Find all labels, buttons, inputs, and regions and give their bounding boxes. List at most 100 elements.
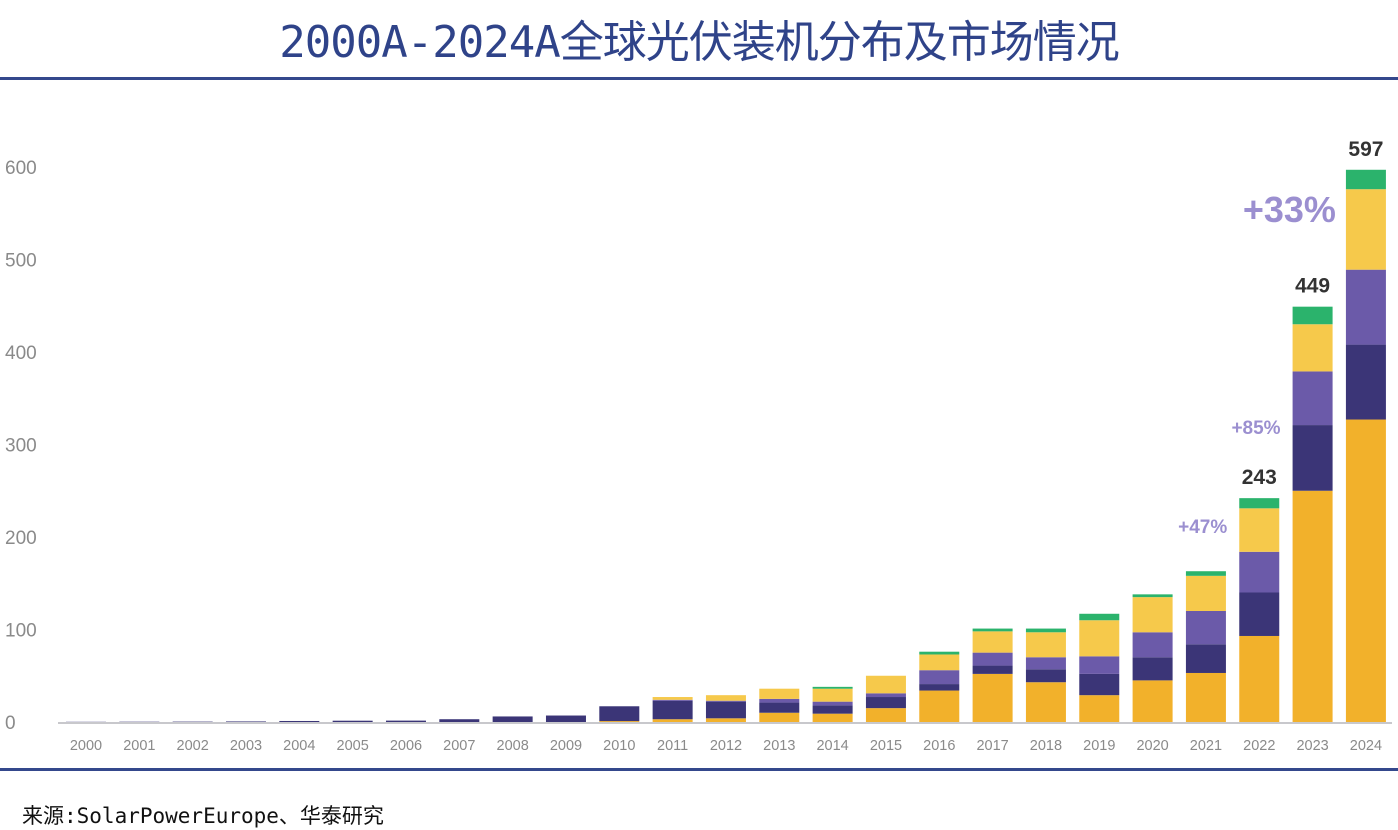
x-tick-label: 2002 xyxy=(177,738,209,754)
x-tick-label: 2012 xyxy=(710,738,742,754)
bar-segment-2019-s1 xyxy=(1079,673,1120,696)
x-tick-label: 2003 xyxy=(230,738,262,754)
total-label-2022: 243 xyxy=(1242,466,1277,489)
bar-segment-2011-s1 xyxy=(652,700,693,720)
x-tick-label: 2017 xyxy=(976,738,1008,754)
bar-segment-2019-s3 xyxy=(1079,620,1120,657)
x-tick-label: 2004 xyxy=(283,738,315,754)
source-note: 来源:SolarPowerEurope、华泰研究 xyxy=(22,804,384,828)
bar-segment-2022-s1 xyxy=(1239,592,1280,636)
x-tick-label: 2001 xyxy=(123,738,155,754)
bar-segment-2020-s3 xyxy=(1132,597,1173,633)
bar-segment-2024-s3 xyxy=(1345,189,1386,270)
bar-segment-2016-s0 xyxy=(919,690,960,722)
x-axis: 2000 2001 2002 2003 2004 2005 2006 2007 2008 2009… xyxy=(70,738,1382,754)
bar-segment-2022-s0 xyxy=(1239,635,1280,722)
bar-segment-2022-s2 xyxy=(1239,551,1280,593)
bar-segment-2017-s4 xyxy=(972,628,1013,632)
x-tick-label: 2020 xyxy=(1136,738,1168,754)
bar-segment-2020-s4 xyxy=(1132,594,1173,598)
bar-segment-2014-s4 xyxy=(812,686,853,689)
chart-title: 2000A-2024A全球光伏装机分布及市场情况 xyxy=(279,17,1119,68)
bar-segment-2022-s4 xyxy=(1239,498,1280,509)
x-tick-label: 2019 xyxy=(1083,738,1115,754)
title-divider xyxy=(0,77,1398,80)
data-labels: 243 449 597 +47% +85% +33% xyxy=(1178,138,1383,538)
bar-segment-2013-s2 xyxy=(759,698,800,703)
x-tick-label: 2011 xyxy=(657,738,688,754)
bar-segment-2024-s1 xyxy=(1345,344,1386,420)
bar-segment-2023-s0 xyxy=(1292,490,1333,722)
bar-segment-2014-s3 xyxy=(812,688,853,702)
x-tick-label: 2024 xyxy=(1350,738,1382,754)
x-tick-label: 2014 xyxy=(816,738,848,754)
bar-segment-2013-s3 xyxy=(759,688,800,699)
bar-segment-2020-s2 xyxy=(1132,632,1173,658)
bar-segment-2021-s2 xyxy=(1185,611,1226,645)
bar-segment-2010-s1 xyxy=(599,706,640,722)
bar-segment-2018-s4 xyxy=(1025,628,1066,633)
bar-segment-2005-s1 xyxy=(332,720,373,722)
bar-segment-2021-s3 xyxy=(1185,575,1226,611)
bar-segment-2012-s3 xyxy=(705,695,746,701)
y-tick-label: 200 xyxy=(5,528,37,549)
growth-annotation-2022: +47% xyxy=(1178,517,1227,538)
x-tick-label: 2015 xyxy=(870,738,902,754)
growth-annotation-2023: +85% xyxy=(1231,418,1280,439)
x-tick-label: 2007 xyxy=(443,738,475,754)
bar-segment-2020-s0 xyxy=(1132,680,1173,722)
x-tick-label: 2021 xyxy=(1190,738,1222,754)
y-tick-label: 0 xyxy=(5,713,16,734)
bar-segment-2023-s1 xyxy=(1292,425,1333,491)
bar-segment-2007-s1 xyxy=(439,719,480,722)
bar-segment-2015-s0 xyxy=(865,708,906,722)
growth-annotation-2024: +33% xyxy=(1243,189,1336,230)
x-tick-label: 2006 xyxy=(390,738,422,754)
x-tick-label: 2008 xyxy=(497,738,529,754)
bar-segment-2012-s0 xyxy=(705,718,746,722)
x-tick-label: 2005 xyxy=(337,738,369,754)
bar-segment-2016-s1 xyxy=(919,684,960,691)
bar-segment-2018-s2 xyxy=(1025,657,1066,670)
bars xyxy=(66,169,1386,723)
bar-segment-2017-s2 xyxy=(972,652,1013,666)
y-tick-label: 100 xyxy=(5,621,37,642)
bar-segment-2017-s3 xyxy=(972,631,1013,653)
bar-segment-2018-s3 xyxy=(1025,632,1066,658)
bar-segment-2024-s2 xyxy=(1345,269,1386,345)
bar-segment-2013-s1 xyxy=(759,702,800,713)
bar-segment-2017-s0 xyxy=(972,673,1013,722)
bar-segment-2016-s3 xyxy=(919,654,960,671)
bar-segment-2019-s0 xyxy=(1079,695,1120,722)
bar-segment-2018-s0 xyxy=(1025,682,1066,722)
bar-segment-2019-s4 xyxy=(1079,613,1120,621)
bar-segment-2009-s1 xyxy=(545,715,586,722)
bar-segment-2015-s2 xyxy=(865,693,906,698)
total-label-2024: 597 xyxy=(1348,138,1383,161)
bar-segment-2013-s0 xyxy=(759,712,800,722)
bar-segment-2011-s2 xyxy=(652,699,693,701)
x-tick-label: 2016 xyxy=(923,738,955,754)
bar-segment-2003-s1 xyxy=(225,721,266,723)
bar-segment-2014-s2 xyxy=(812,701,853,706)
bar-segment-2011-s3 xyxy=(652,697,693,700)
bar-segment-2014-s0 xyxy=(812,713,853,722)
bar-segment-2004-s1 xyxy=(279,720,320,722)
bar-segment-2016-s2 xyxy=(919,670,960,685)
bar-segment-2006-s1 xyxy=(385,720,426,722)
bar-segment-2020-s1 xyxy=(1132,657,1173,681)
bottom-divider xyxy=(0,768,1398,771)
bar-segment-2021-s0 xyxy=(1185,672,1226,722)
bar-segment-2008-s1 xyxy=(492,716,533,722)
y-tick-label: 400 xyxy=(5,343,37,364)
x-tick-label: 2022 xyxy=(1243,738,1275,754)
bar-segment-2023-s2 xyxy=(1292,371,1333,426)
total-label-2023: 449 xyxy=(1295,275,1330,298)
bar-segment-2024-s0 xyxy=(1345,419,1386,722)
x-tick-label: 2018 xyxy=(1030,738,1062,754)
bar-segment-2016-s4 xyxy=(919,651,960,655)
bar-segment-2023-s3 xyxy=(1292,324,1333,372)
bar-segment-2021-s4 xyxy=(1185,571,1226,576)
bar-segment-2021-s1 xyxy=(1185,644,1226,673)
